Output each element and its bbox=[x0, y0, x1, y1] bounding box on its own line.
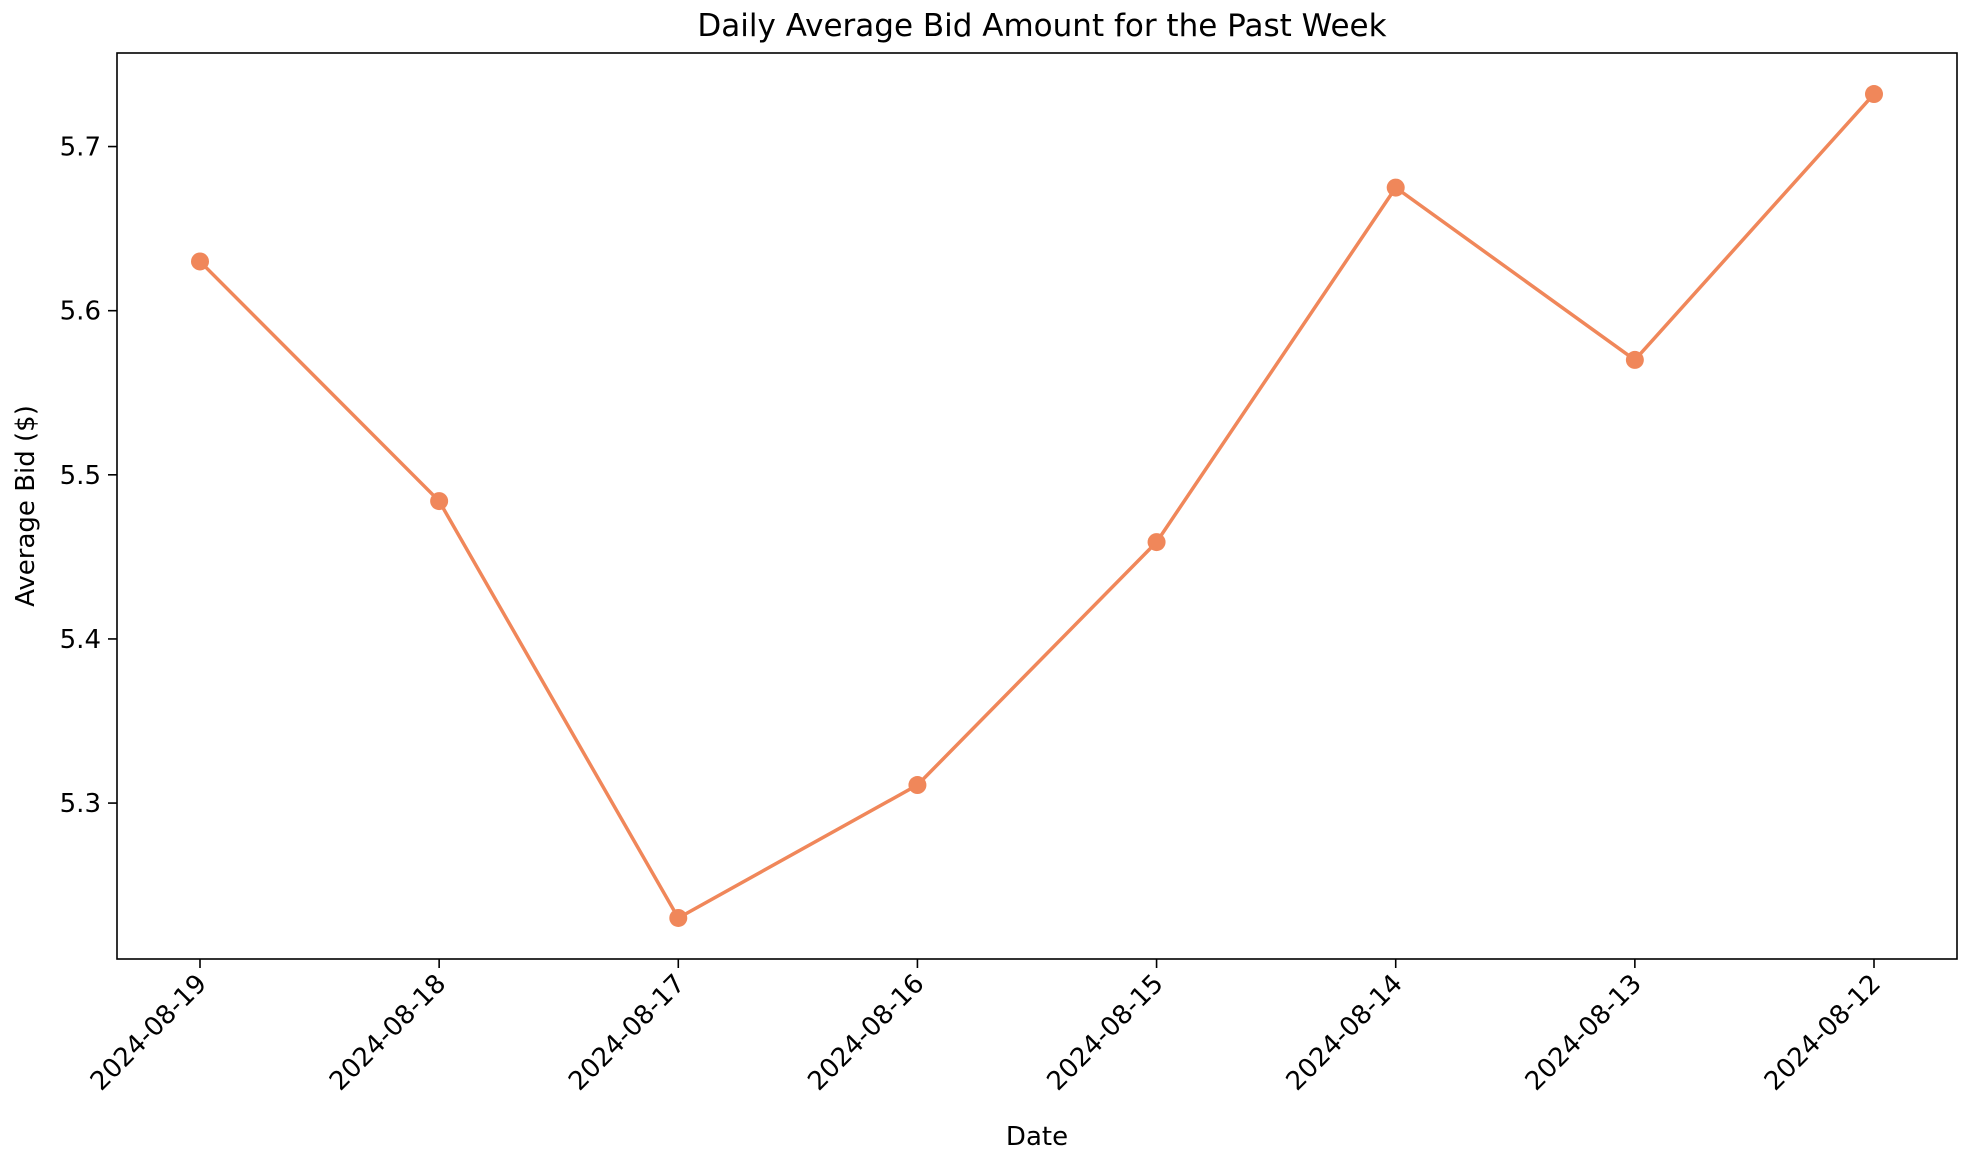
x-tick-label: 2024-08-19 bbox=[85, 969, 213, 1097]
chart-title: Daily Average Bid Amount for the Past We… bbox=[697, 8, 1386, 44]
y-tick-label: 5.5 bbox=[60, 461, 101, 491]
data-point bbox=[908, 776, 927, 795]
y-axis: 5.3 5.4 5.5 5.6 5.7 bbox=[60, 133, 117, 819]
x-tick-label: 2024-08-13 bbox=[1520, 969, 1648, 1097]
data-point bbox=[1386, 178, 1405, 197]
x-axis: 2024-08-19 2024-08-18 2024-08-17 2024-08-16… bbox=[85, 959, 1887, 1097]
y-tick-label: 5.6 bbox=[60, 297, 101, 327]
y-tick-label: 5.7 bbox=[60, 133, 101, 163]
series-layer bbox=[191, 85, 1883, 927]
data-point bbox=[1625, 350, 1644, 369]
data-point bbox=[430, 492, 449, 511]
y-tick-label: 5.3 bbox=[60, 789, 101, 819]
y-tick-label: 5.4 bbox=[60, 625, 101, 655]
x-tick-label: 2024-08-17 bbox=[563, 969, 691, 1097]
plot-area-frame bbox=[116, 52, 1958, 960]
data-point bbox=[669, 908, 688, 927]
x-tick-label: 2024-08-15 bbox=[1041, 969, 1169, 1097]
y-axis-label: Average Bid ($) bbox=[11, 405, 41, 607]
x-tick-label: 2024-08-18 bbox=[324, 969, 452, 1097]
data-point bbox=[1865, 85, 1883, 104]
x-axis-label: Date bbox=[1006, 1122, 1068, 1152]
data-point bbox=[1147, 533, 1166, 552]
x-tick-label: 2024-08-14 bbox=[1281, 969, 1409, 1097]
series-line bbox=[198, 92, 1876, 920]
data-point bbox=[191, 252, 209, 271]
x-tick-label: 2024-08-16 bbox=[802, 969, 930, 1097]
x-tick-label: 2024-08-12 bbox=[1759, 969, 1887, 1097]
